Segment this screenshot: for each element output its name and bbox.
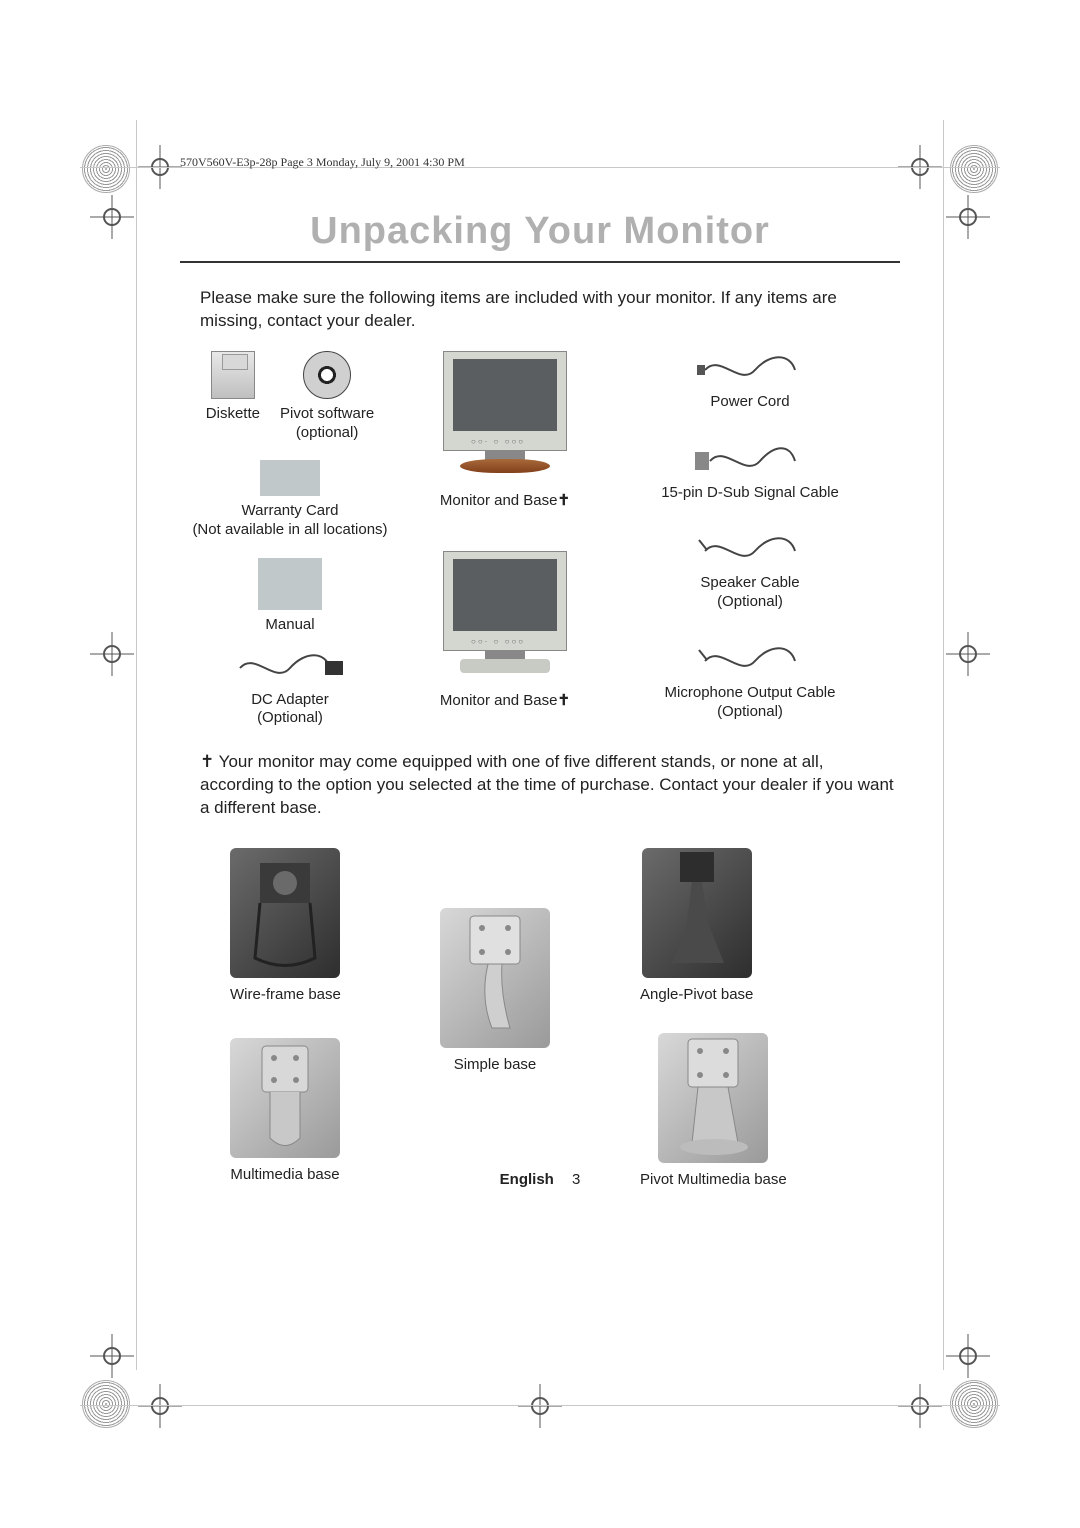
crop-mark-icon	[138, 1384, 182, 1428]
item-speaker-cable: Speaker Cable (Optional)	[620, 532, 880, 612]
base-image	[230, 848, 340, 978]
page-footer: English 3	[180, 1171, 900, 1188]
title-divider	[180, 261, 900, 263]
crop-mark-icon	[946, 195, 990, 239]
crop-mark-icon	[946, 632, 990, 676]
item-pivot-software: Pivot software (optional)	[280, 351, 374, 443]
guide-line	[136, 120, 137, 1370]
crop-mark-icon	[898, 1384, 942, 1428]
item-label: DC Adapter	[251, 691, 329, 708]
monitor-icon: ○○· ○ ○○○	[435, 551, 575, 686]
item-label: Power Cord	[710, 393, 789, 410]
print-disc-icon	[950, 1380, 998, 1428]
base-image	[658, 1033, 768, 1163]
footer-language: English	[500, 1171, 554, 1188]
base-image	[440, 908, 550, 1048]
item-signal-cable: 15-pin D-Sub Signal Cable	[620, 442, 880, 503]
item-monitor-base-2: ○○· ○ ○○○ Monitor and Base✝	[410, 551, 600, 711]
footer-page-number: 3	[572, 1171, 580, 1188]
guide-line	[943, 120, 944, 1370]
page-header-meta: 570V560V-E3p-28p Page 3 Monday, July 9, …	[180, 155, 900, 170]
intro-text: Please make sure the following items are…	[180, 287, 900, 333]
print-disc-icon	[82, 145, 130, 193]
item-label: Diskette	[206, 405, 260, 422]
dagger-icon: ✝	[558, 692, 571, 709]
item-power-cord: Power Cord	[620, 351, 880, 412]
base-angle-pivot: Angle-Pivot base	[640, 848, 753, 1003]
item-monitor-base-1: ○○· ○ ○○○ Monitor and Base✝	[410, 351, 600, 511]
cd-icon	[303, 351, 351, 399]
item-sublabel: (optional)	[296, 424, 359, 441]
print-disc-icon	[950, 145, 998, 193]
item-label: Manual	[265, 616, 314, 633]
base-image	[230, 1038, 340, 1158]
guide-line	[80, 1405, 1000, 1406]
dagger-icon: ✝	[558, 492, 571, 509]
base-simple: Simple base	[440, 908, 550, 1073]
diskette-icon	[211, 351, 255, 399]
crop-mark-icon	[518, 1384, 562, 1428]
crop-mark-icon	[946, 1334, 990, 1378]
item-label: 15-pin D-Sub Signal Cable	[661, 484, 839, 501]
monitor-icon: ○○· ○ ○○○	[435, 351, 575, 486]
included-items-grid: Diskette Pivot software (optional) Warra…	[180, 351, 900, 741]
item-sublabel: (Optional)	[257, 709, 323, 726]
item-label: Monitor and Base	[440, 692, 558, 709]
crop-mark-icon	[90, 195, 134, 239]
card-icon	[260, 460, 320, 496]
crop-mark-icon	[90, 632, 134, 676]
base-multimedia: Multimedia base	[230, 1038, 340, 1183]
crop-mark-icon	[90, 1334, 134, 1378]
print-disc-icon	[82, 1380, 130, 1428]
base-image	[642, 848, 752, 978]
item-warranty-card: Warranty Card (Not available in all loca…	[180, 460, 400, 540]
base-label: Simple base	[454, 1056, 537, 1073]
base-label: Wire-frame base	[230, 986, 341, 1003]
page-title: Unpacking Your Monitor	[180, 210, 900, 253]
item-dc-adapter: DC Adapter (Optional)	[180, 649, 400, 729]
base-wireframe: Wire-frame base	[230, 848, 341, 1003]
item-manual: Manual	[180, 558, 400, 635]
item-label: Pivot software	[280, 405, 374, 422]
item-label: Speaker Cable	[700, 574, 799, 591]
cable-icon	[695, 442, 805, 480]
base-label: Angle-Pivot base	[640, 986, 753, 1003]
cable-icon	[695, 351, 805, 389]
item-sublabel: (Not available in all locations)	[192, 521, 387, 538]
cable-icon	[695, 642, 805, 680]
item-diskette: Diskette	[206, 351, 260, 443]
item-label: Warranty Card	[242, 502, 339, 519]
manual-icon	[258, 558, 322, 610]
cable-icon	[695, 532, 805, 570]
item-label: Microphone Output Cable	[665, 684, 836, 701]
item-label: Monitor and Base	[440, 492, 558, 509]
item-sublabel: (Optional)	[717, 593, 783, 610]
stand-note: ✝ Your monitor may come equipped with on…	[180, 751, 900, 820]
adapter-icon	[235, 649, 345, 687]
base-pivot-multimedia: Pivot Multimedia base	[640, 1033, 787, 1188]
item-mic-cable: Microphone Output Cable (Optional)	[620, 642, 880, 722]
item-sublabel: (Optional)	[717, 703, 783, 720]
